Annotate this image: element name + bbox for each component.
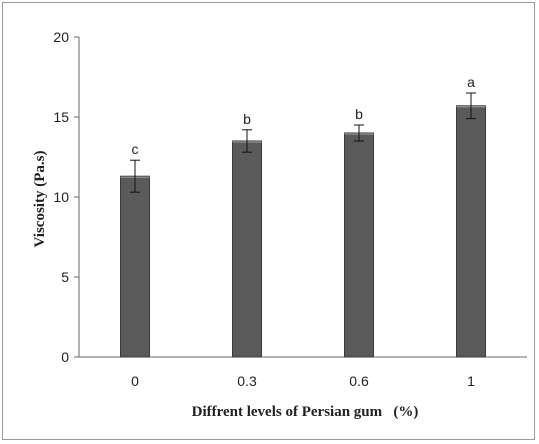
y-tick-label: 5 [61, 269, 69, 285]
bar [120, 175, 150, 358]
chart-frame [2, 2, 535, 440]
y-tick-label: 0 [61, 349, 69, 365]
x-tick-label: 1 [467, 373, 475, 389]
bar [456, 105, 486, 358]
bars [120, 105, 486, 358]
bar [232, 140, 262, 358]
significance-letter: a [467, 74, 475, 90]
y-axis-label: Viscosity (Pa.s) [32, 151, 48, 248]
axes [74, 36, 527, 358]
x-tick-labels: 0 0.3 0.6 1 [131, 373, 475, 389]
significance-letter: b [243, 111, 251, 127]
significance-letter: c [132, 141, 139, 157]
x-tick-label: 0.3 [237, 373, 257, 389]
error-bars [130, 92, 476, 193]
y-tick-label: 15 [53, 109, 69, 125]
bar [344, 132, 374, 358]
y-tick-labels: 0 5 10 15 20 [53, 29, 69, 365]
y-tick-label: 10 [53, 189, 69, 205]
x-tick-label: 0 [131, 373, 139, 389]
y-tick-label: 20 [53, 29, 69, 45]
significance-letter: b [355, 106, 363, 122]
significance-letters: c b b a [132, 74, 476, 157]
x-tick-label: 0.6 [349, 373, 369, 389]
x-axis-label: Diffrent levels of Persian gum (%) [192, 404, 419, 420]
